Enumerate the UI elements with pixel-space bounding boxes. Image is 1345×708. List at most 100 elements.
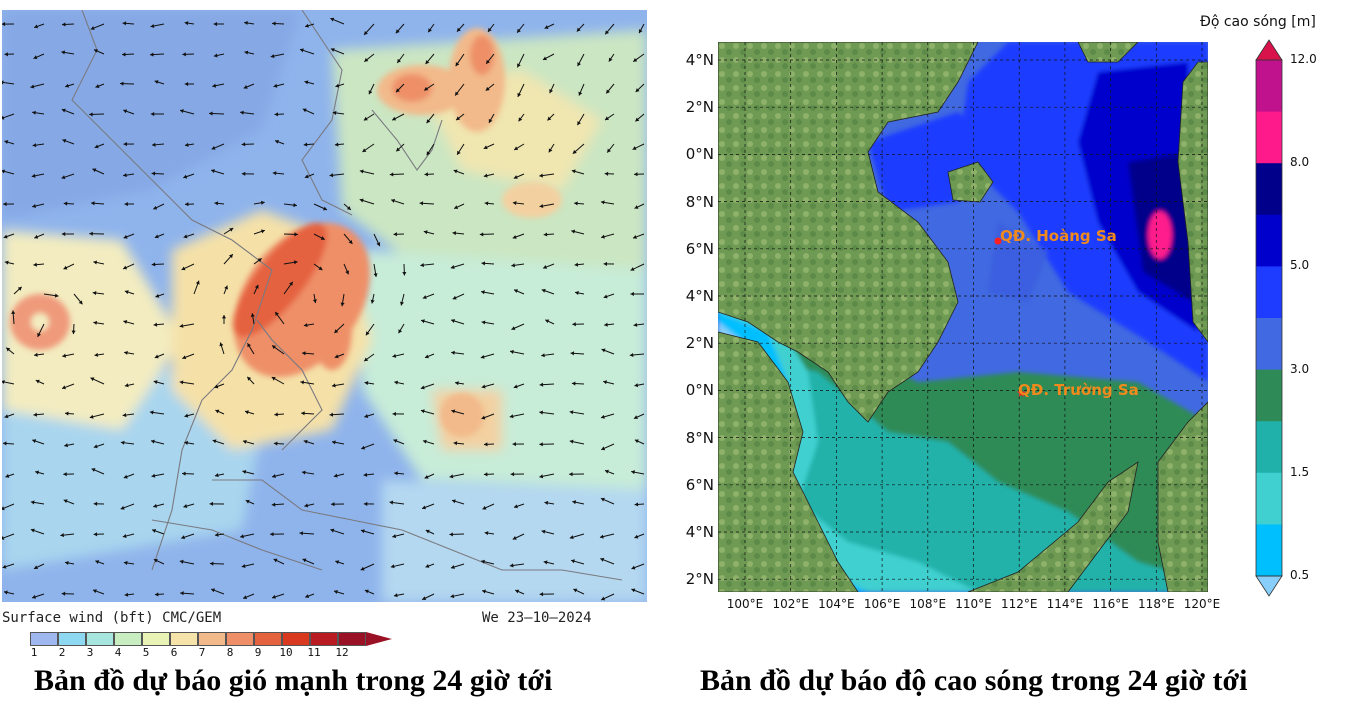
wind-arrow-head bbox=[334, 329, 339, 334]
wind-arrow-head bbox=[575, 290, 579, 295]
wind-arrow-head bbox=[599, 534, 604, 539]
wind-scale-segment bbox=[114, 632, 142, 646]
wind-arrow-head bbox=[574, 262, 579, 267]
wind-arrow-head bbox=[33, 262, 37, 267]
wind-arrow-head bbox=[396, 88, 400, 93]
wind-arrow-head bbox=[482, 589, 486, 594]
wind-arrow-head bbox=[604, 322, 608, 327]
wind-arrow-head bbox=[481, 559, 485, 564]
wind-arrow-head bbox=[257, 258, 262, 263]
wind-arrow-head bbox=[2, 80, 4, 85]
wind-arrow-head bbox=[61, 175, 66, 180]
wind-scale-segment bbox=[58, 632, 86, 646]
wind-arrow-head bbox=[95, 560, 100, 564]
wind-arrow-head bbox=[124, 290, 129, 295]
wind-arrow-head bbox=[122, 52, 126, 57]
wind-arrow-head bbox=[123, 560, 128, 566]
wind-arrow-head bbox=[123, 234, 128, 239]
wind-scale-segment bbox=[310, 632, 338, 646]
wind-arrow-head bbox=[93, 260, 98, 265]
wind-arrow-head bbox=[94, 352, 99, 357]
wind-arrow-head bbox=[481, 290, 485, 295]
colorbar-bottom-extension bbox=[1255, 575, 1283, 597]
wind-arrow-head bbox=[209, 561, 214, 566]
wind-arrow-head bbox=[320, 236, 325, 240]
longitude-tick-label: 116°E bbox=[1092, 597, 1129, 611]
wind-arrow-head bbox=[392, 411, 396, 416]
wind-arrow-head bbox=[365, 331, 370, 336]
place-label-hoang-sa: QĐ. Hoàng Sa bbox=[1000, 227, 1117, 245]
wind-arrow-head bbox=[182, 471, 186, 476]
wind-scale-segment bbox=[254, 632, 282, 646]
wind-arrow-head bbox=[124, 350, 128, 355]
colorbar-title: Độ cao sóng [m] bbox=[1200, 14, 1316, 30]
wind-arrow-head bbox=[211, 588, 216, 593]
colorbar-segment bbox=[1256, 524, 1282, 577]
wind-arrow-head bbox=[360, 529, 365, 534]
wind-arrow-head bbox=[65, 83, 70, 88]
wind-arrow-head bbox=[373, 273, 378, 277]
wind-arrow-head bbox=[421, 319, 425, 324]
wind-arrow-head bbox=[272, 474, 276, 479]
wind-arrow-head bbox=[571, 169, 576, 174]
wind-arrow-head bbox=[394, 380, 399, 385]
wind-arrow-head bbox=[183, 504, 188, 509]
latitude-tick-label: 2°N bbox=[685, 570, 714, 589]
latitude-tick-label: 4°N bbox=[685, 51, 714, 69]
latitude-tick-label: 8°N bbox=[685, 192, 714, 211]
wind-arrow-head bbox=[123, 173, 127, 178]
wind-arrow-head bbox=[396, 147, 401, 152]
wind-arrow-head bbox=[601, 348, 606, 353]
wind-arrow-head bbox=[120, 505, 125, 510]
wind-arrow-head bbox=[329, 412, 334, 417]
wind-arrow-head bbox=[457, 150, 461, 155]
wind-arrow-head bbox=[212, 439, 217, 444]
wind-arrow-head bbox=[634, 205, 639, 209]
wind-arrow-head bbox=[151, 171, 156, 176]
wind-arrow-head bbox=[2, 564, 7, 569]
wind-arrow-head bbox=[65, 411, 69, 416]
wind-scale-tick-label: 8 bbox=[226, 646, 234, 659]
wind-arrow-head bbox=[509, 414, 514, 419]
wind-arrow-head bbox=[539, 410, 543, 415]
wind-arrow-head bbox=[305, 594, 310, 599]
wind-arrow-head bbox=[32, 203, 37, 209]
wind-arrow-head bbox=[545, 319, 550, 324]
wind-arrow-head bbox=[34, 24, 39, 29]
wind-arrow-head bbox=[571, 559, 575, 564]
wind-arrow-head bbox=[151, 262, 156, 267]
wind-arrow-head bbox=[182, 52, 186, 57]
wind-arrow-head bbox=[364, 414, 369, 418]
wind-arrow-head bbox=[272, 171, 277, 176]
wind-arrow-head bbox=[604, 171, 609, 176]
wind-arrow-head bbox=[33, 412, 38, 417]
wind-arrow-head bbox=[395, 29, 400, 34]
wind-arrow-head bbox=[123, 265, 128, 270]
wind-arrow-head bbox=[61, 591, 66, 596]
wind-arrow-head bbox=[331, 440, 336, 445]
wind-arrow-head bbox=[517, 63, 521, 68]
wind-arrow-head bbox=[214, 532, 219, 537]
wind-arrow-head bbox=[3, 202, 7, 207]
wind-arrow-head bbox=[425, 60, 430, 65]
wind-arrow-head bbox=[62, 385, 66, 390]
wind-arrow-head bbox=[601, 446, 606, 451]
wind-vector-field bbox=[2, 17, 645, 601]
latitude-tick-label: 4°N bbox=[685, 287, 714, 305]
wind-arrow-head bbox=[153, 503, 158, 508]
wind-arrow-head bbox=[364, 357, 369, 362]
wind-arrow-head bbox=[63, 201, 68, 206]
wind-arrow-head bbox=[229, 228, 234, 232]
longitude-tick-label: 100°E bbox=[726, 597, 764, 611]
wind-arrow-head bbox=[60, 533, 64, 538]
wind-arrow-head bbox=[184, 202, 189, 207]
wind-arrow-head bbox=[420, 409, 425, 414]
wind-arrow-head bbox=[631, 588, 636, 593]
wind-arrow-head bbox=[426, 119, 431, 124]
wind-arrow-head bbox=[389, 172, 394, 177]
wind-arrow-head bbox=[304, 174, 309, 179]
wind-arrow-head bbox=[514, 146, 519, 150]
wind-arrow-head bbox=[90, 377, 95, 382]
colorbar-segment bbox=[1256, 472, 1282, 525]
wind-arrow-head bbox=[270, 54, 275, 59]
